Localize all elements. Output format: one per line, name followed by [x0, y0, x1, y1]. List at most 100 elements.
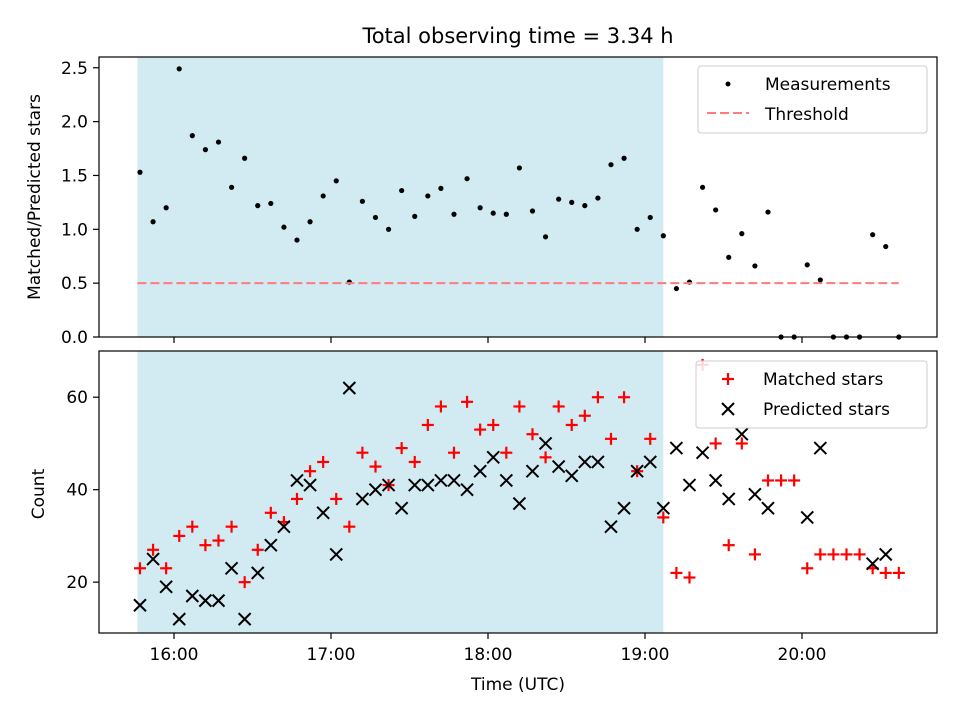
predicted-star-point	[342, 381, 357, 395]
measurement-point	[634, 226, 640, 232]
measurement-point	[294, 237, 300, 243]
measurement-point	[582, 203, 588, 209]
matched-star-point	[814, 548, 827, 561]
measurement-point	[608, 162, 614, 168]
measurement-point	[189, 133, 195, 139]
x-tick-label: 18:00	[464, 645, 513, 665]
measurement-point	[713, 207, 719, 213]
legend-measurements-label: Measurements	[765, 75, 891, 95]
predicted-star-point	[159, 580, 173, 594]
legend-measurements-marker	[725, 81, 731, 87]
predicted-star-point	[172, 612, 186, 626]
matched-star-point	[683, 571, 696, 584]
predicted-star-point	[421, 478, 435, 492]
predicted-star-point	[813, 441, 828, 455]
measurement-point	[739, 231, 745, 237]
measurement-point	[228, 184, 235, 190]
matched-star-point	[604, 432, 617, 445]
matched-star-point	[761, 474, 774, 487]
matched-star-point	[644, 432, 657, 445]
predicted-star-point	[512, 496, 527, 511]
measurement-point	[752, 263, 758, 269]
bottom-shaded-region	[137, 351, 664, 633]
predicted-star-point	[237, 612, 252, 626]
matched-star-point	[173, 529, 186, 542]
y-tick-label: 0.0	[61, 328, 88, 348]
measurement-point	[425, 193, 431, 199]
matched-star-point	[461, 395, 474, 408]
measurement-point	[281, 224, 287, 230]
measurement-point	[542, 234, 549, 240]
predicted-star-point	[408, 478, 422, 492]
matched-star-point	[565, 418, 578, 431]
matched-star-point	[840, 548, 853, 561]
matched-star-point	[408, 455, 421, 468]
matched-star-point	[356, 446, 369, 459]
bottom-ylabel: Count	[29, 468, 49, 519]
predicted-star-point	[525, 464, 540, 478]
predicted-star-point	[761, 501, 775, 515]
predicted-star-point	[434, 473, 448, 488]
predicted-star-point	[277, 519, 291, 534]
predicted-star-point	[473, 464, 487, 478]
matched-star-point	[238, 576, 251, 589]
measurement-point	[150, 219, 156, 225]
measurement-point	[883, 243, 889, 250]
predicted-star-point	[722, 492, 736, 506]
measurement-point	[137, 169, 143, 175]
matched-star-point	[290, 492, 303, 505]
predicted-star-point	[708, 473, 723, 488]
measurement-point	[451, 211, 457, 217]
matched-star-point	[801, 562, 814, 575]
measurement-point	[399, 187, 405, 194]
measurement-point	[320, 193, 326, 199]
matched-star-point	[447, 446, 460, 459]
measurement-point	[817, 277, 823, 283]
matched-star-point	[147, 543, 160, 556]
predicted-star-point	[695, 445, 710, 460]
y-tick-label: 1.5	[61, 166, 88, 186]
measurement-point	[477, 205, 483, 211]
matched-star-point	[330, 492, 343, 505]
measurement-point	[804, 262, 810, 268]
measurement-point	[556, 196, 562, 202]
measurement-point	[464, 176, 470, 182]
matched-star-point	[892, 566, 905, 579]
predicted-star-point	[394, 501, 409, 515]
measurement-point	[176, 66, 182, 72]
predicted-star-point	[251, 566, 265, 580]
measurement-point	[163, 205, 169, 211]
top-ylabel: Matched/Predicted stars	[25, 94, 45, 300]
predicted-star-point	[133, 598, 147, 612]
matched-star-point	[526, 428, 539, 441]
predicted-star-point	[617, 501, 631, 515]
measurement-point	[385, 226, 392, 232]
matched-star-point	[434, 400, 447, 413]
predicted-star-point	[591, 455, 605, 469]
top-axes-frame	[98, 56, 938, 338]
matched-star-point	[421, 418, 434, 431]
bottom-legend-box	[695, 360, 928, 429]
y-tick-label: 40	[66, 481, 88, 501]
predicted-star-point	[381, 478, 396, 492]
predicted-star-point	[682, 478, 697, 492]
y-tick-label: 20	[66, 573, 88, 593]
measurement-point	[372, 214, 379, 221]
measurement-point	[569, 199, 575, 205]
figure-title: Total observing time = 3.34 h	[361, 24, 673, 48]
matched-star-point	[552, 400, 565, 413]
matched-star-point	[827, 548, 840, 561]
measurement-point	[699, 184, 706, 190]
legend-threshold-label: Threshold	[764, 105, 849, 125]
top-legend-box	[697, 65, 928, 134]
y-tick-label: 1.0	[61, 220, 88, 240]
bottom-legend: Matched stars Predicted stars	[695, 360, 928, 429]
matched-star-point	[369, 460, 382, 473]
measurement-point	[595, 195, 601, 201]
measurement-point	[215, 139, 222, 145]
predicted-star-point	[538, 436, 553, 451]
matched-star-point	[500, 446, 513, 459]
x-tick-label: 20:00	[778, 645, 827, 665]
bottom-xlabel: Time (UTC)	[470, 675, 565, 695]
